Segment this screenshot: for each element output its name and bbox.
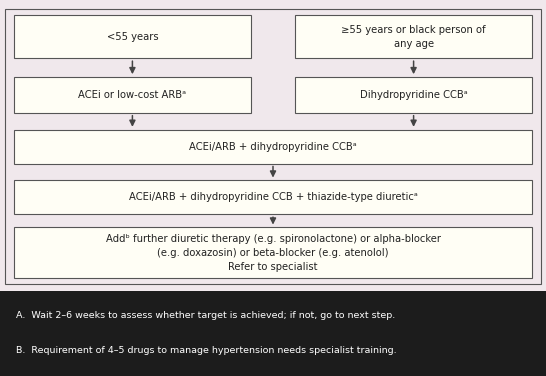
Bar [14,180,532,214]
Bar [0,291,546,376]
Text: ACEi/ARB + dihydropyridine CCBᵃ: ACEi/ARB + dihydropyridine CCBᵃ [189,142,357,152]
Bar [295,77,532,113]
Text: B.  Requirement of 4–5 drugs to manage hypertension needs specialist training.: B. Requirement of 4–5 drugs to manage hy… [16,346,397,355]
Bar [14,227,532,278]
Bar [295,15,532,58]
Text: <55 years: <55 years [106,32,158,42]
Bar [14,77,251,113]
Bar [5,9,541,284]
Bar [14,130,532,164]
Text: Dihydropyridine CCBᵃ: Dihydropyridine CCBᵃ [360,90,467,100]
Text: Addᵇ further diuretic therapy (e.g. spironolactone) or alpha-blocker
(e.g. doxaz: Addᵇ further diuretic therapy (e.g. spir… [105,234,441,272]
Text: ACEi or low-cost ARBᵃ: ACEi or low-cost ARBᵃ [78,90,187,100]
Text: ≥55 years or black person of
any age: ≥55 years or black person of any age [341,25,486,49]
Bar [14,15,251,58]
Text: ACEi/ARB + dihydropyridine CCB + thiazide-type diureticᵃ: ACEi/ARB + dihydropyridine CCB + thiazid… [128,193,418,202]
Text: A.  Wait 2–6 weeks to assess whether target is achieved; if not, go to next step: A. Wait 2–6 weeks to assess whether targ… [16,311,396,320]
